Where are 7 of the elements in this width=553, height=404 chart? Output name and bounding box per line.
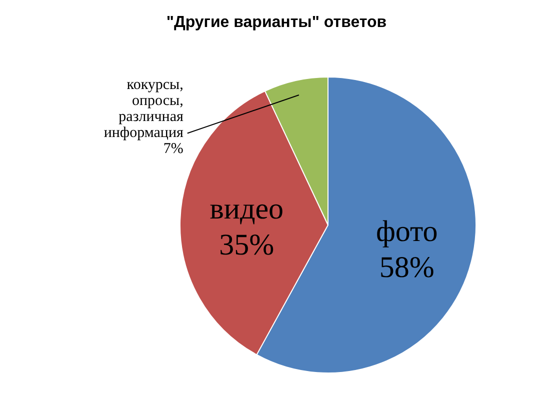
data-label: 35% <box>219 228 274 262</box>
slice-label: кокурсы, опросы, различная информация <box>104 77 184 142</box>
data-label: 7% <box>163 141 184 158</box>
data-label: 58% <box>379 251 434 284</box>
slice-label: фото <box>376 215 438 248</box>
chart-title: "Другие варианты" ответов <box>165 13 388 33</box>
slice-label: видео <box>210 192 284 226</box>
